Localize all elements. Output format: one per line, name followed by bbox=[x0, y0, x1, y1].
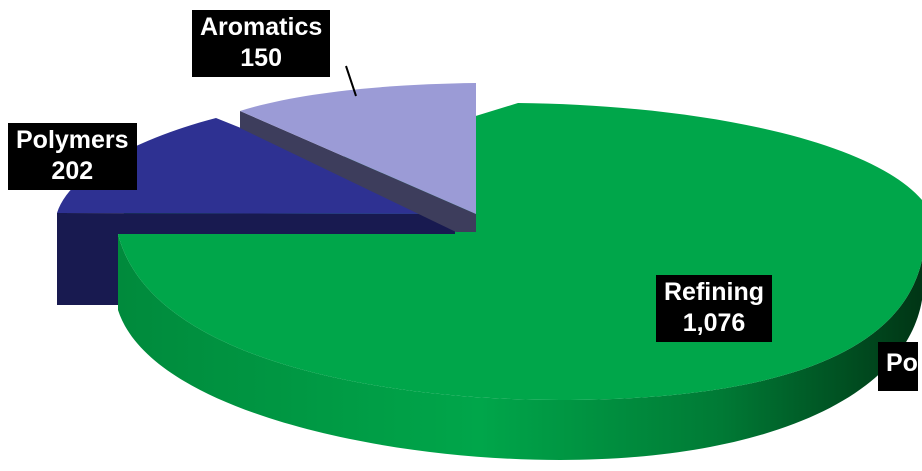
label-polymers-value: 202 bbox=[51, 157, 94, 185]
data-label-refining: Refining 1,076 bbox=[656, 275, 772, 342]
slice-aromatics-top bbox=[240, 83, 476, 214]
label-refining-value: 1,076 bbox=[682, 309, 746, 337]
label-polymers-name: Polymers bbox=[16, 126, 129, 154]
label-aromatics-name: Aromatics bbox=[200, 13, 323, 41]
slice-polymers-side bbox=[57, 213, 455, 305]
slice-refining-side bbox=[118, 234, 922, 460]
data-label-aromatics: Aromatics 150 bbox=[192, 10, 331, 77]
aromatics-leader-line bbox=[345, 65, 357, 97]
data-label-polymers: Polymers 202 bbox=[8, 123, 137, 190]
label-refining-name: Refining bbox=[664, 278, 764, 306]
label-aromatics-value: 150 bbox=[240, 44, 282, 72]
slice-aromatics-side bbox=[240, 111, 476, 232]
label-po-name: Po bbox=[886, 349, 918, 377]
data-label-po-cutoff: Po bbox=[878, 342, 918, 391]
slice-polymers-top bbox=[57, 118, 455, 214]
